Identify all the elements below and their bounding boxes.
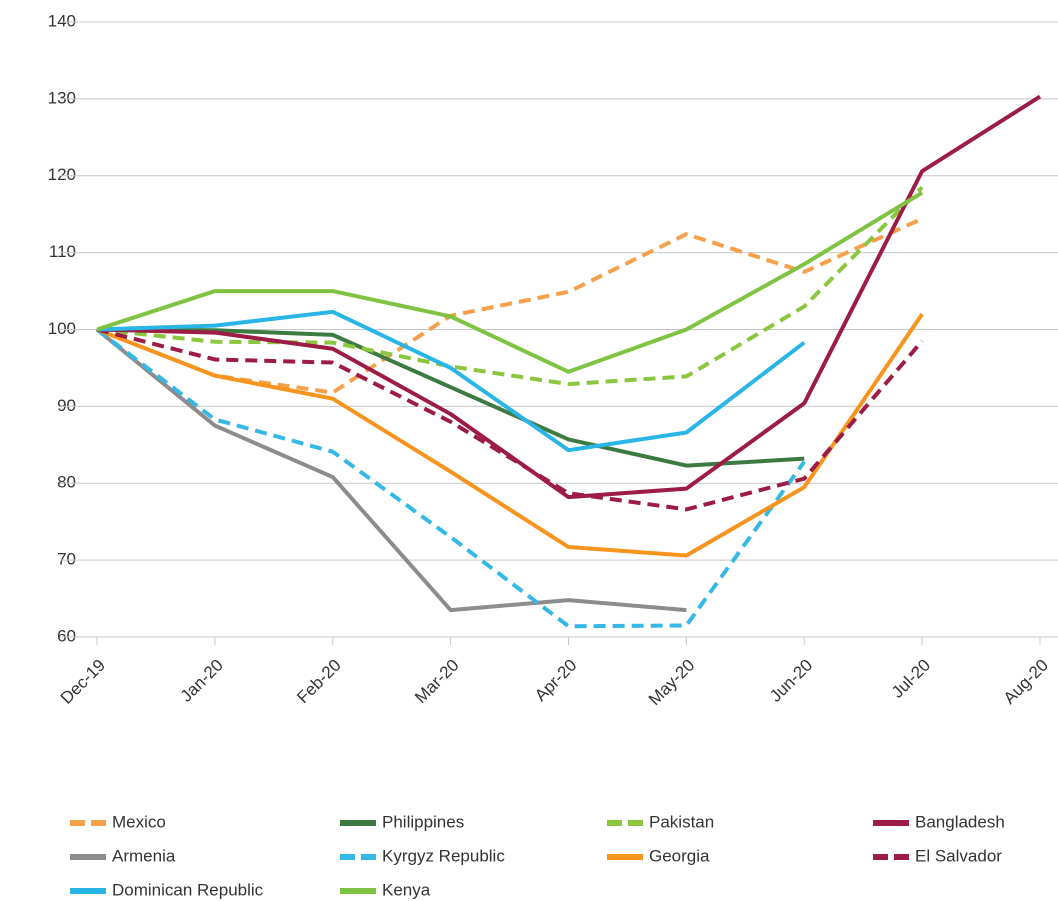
- legend-label: El Salvador: [915, 846, 1002, 865]
- series-line: [96, 190, 924, 374]
- y-tick-label: 140: [48, 11, 76, 30]
- x-tick-label: Jul-20: [888, 656, 934, 702]
- series-line: [96, 94, 1042, 500]
- x-tick-label: Mar-20: [411, 656, 463, 708]
- series-line: [96, 216, 923, 395]
- x-tick-label: Jan-20: [177, 656, 227, 706]
- series-line: [96, 327, 805, 468]
- legend-label: Kenya: [382, 880, 431, 899]
- legend-label: Philippines: [382, 812, 464, 831]
- legend-label: Kyrgyz Republic: [382, 846, 505, 865]
- legend-label: Pakistan: [649, 812, 714, 831]
- y-tick-label: 90: [57, 396, 76, 415]
- legend-label: Bangladesh: [915, 812, 1005, 831]
- x-tick-label: Dec-19: [57, 656, 109, 708]
- legend-label: Armenia: [112, 846, 176, 865]
- x-tick-label: Jun-20: [766, 656, 816, 706]
- y-tick-label: 100: [48, 319, 76, 338]
- legend-label: Dominican Republic: [112, 880, 264, 899]
- x-tick-label: Feb-20: [293, 656, 345, 708]
- series-line: [96, 312, 924, 558]
- series-line: [96, 327, 924, 512]
- y-tick-label: 120: [48, 165, 76, 184]
- y-tick-label: 110: [49, 242, 76, 261]
- y-tick-label: 70: [57, 550, 76, 569]
- y-tick-label: 80: [57, 473, 76, 492]
- series-line: [96, 185, 924, 387]
- legend-label: Mexico: [112, 812, 166, 831]
- series-line: [96, 309, 806, 453]
- x-tick-label: May-20: [645, 656, 699, 710]
- legend-label: Georgia: [649, 846, 710, 865]
- x-tick-label: Apr-20: [531, 656, 581, 706]
- y-tick-label: 130: [48, 88, 76, 107]
- x-tick-label: Aug-20: [1000, 656, 1052, 708]
- series-line: [95, 327, 687, 613]
- y-tick-label: 60: [57, 626, 76, 645]
